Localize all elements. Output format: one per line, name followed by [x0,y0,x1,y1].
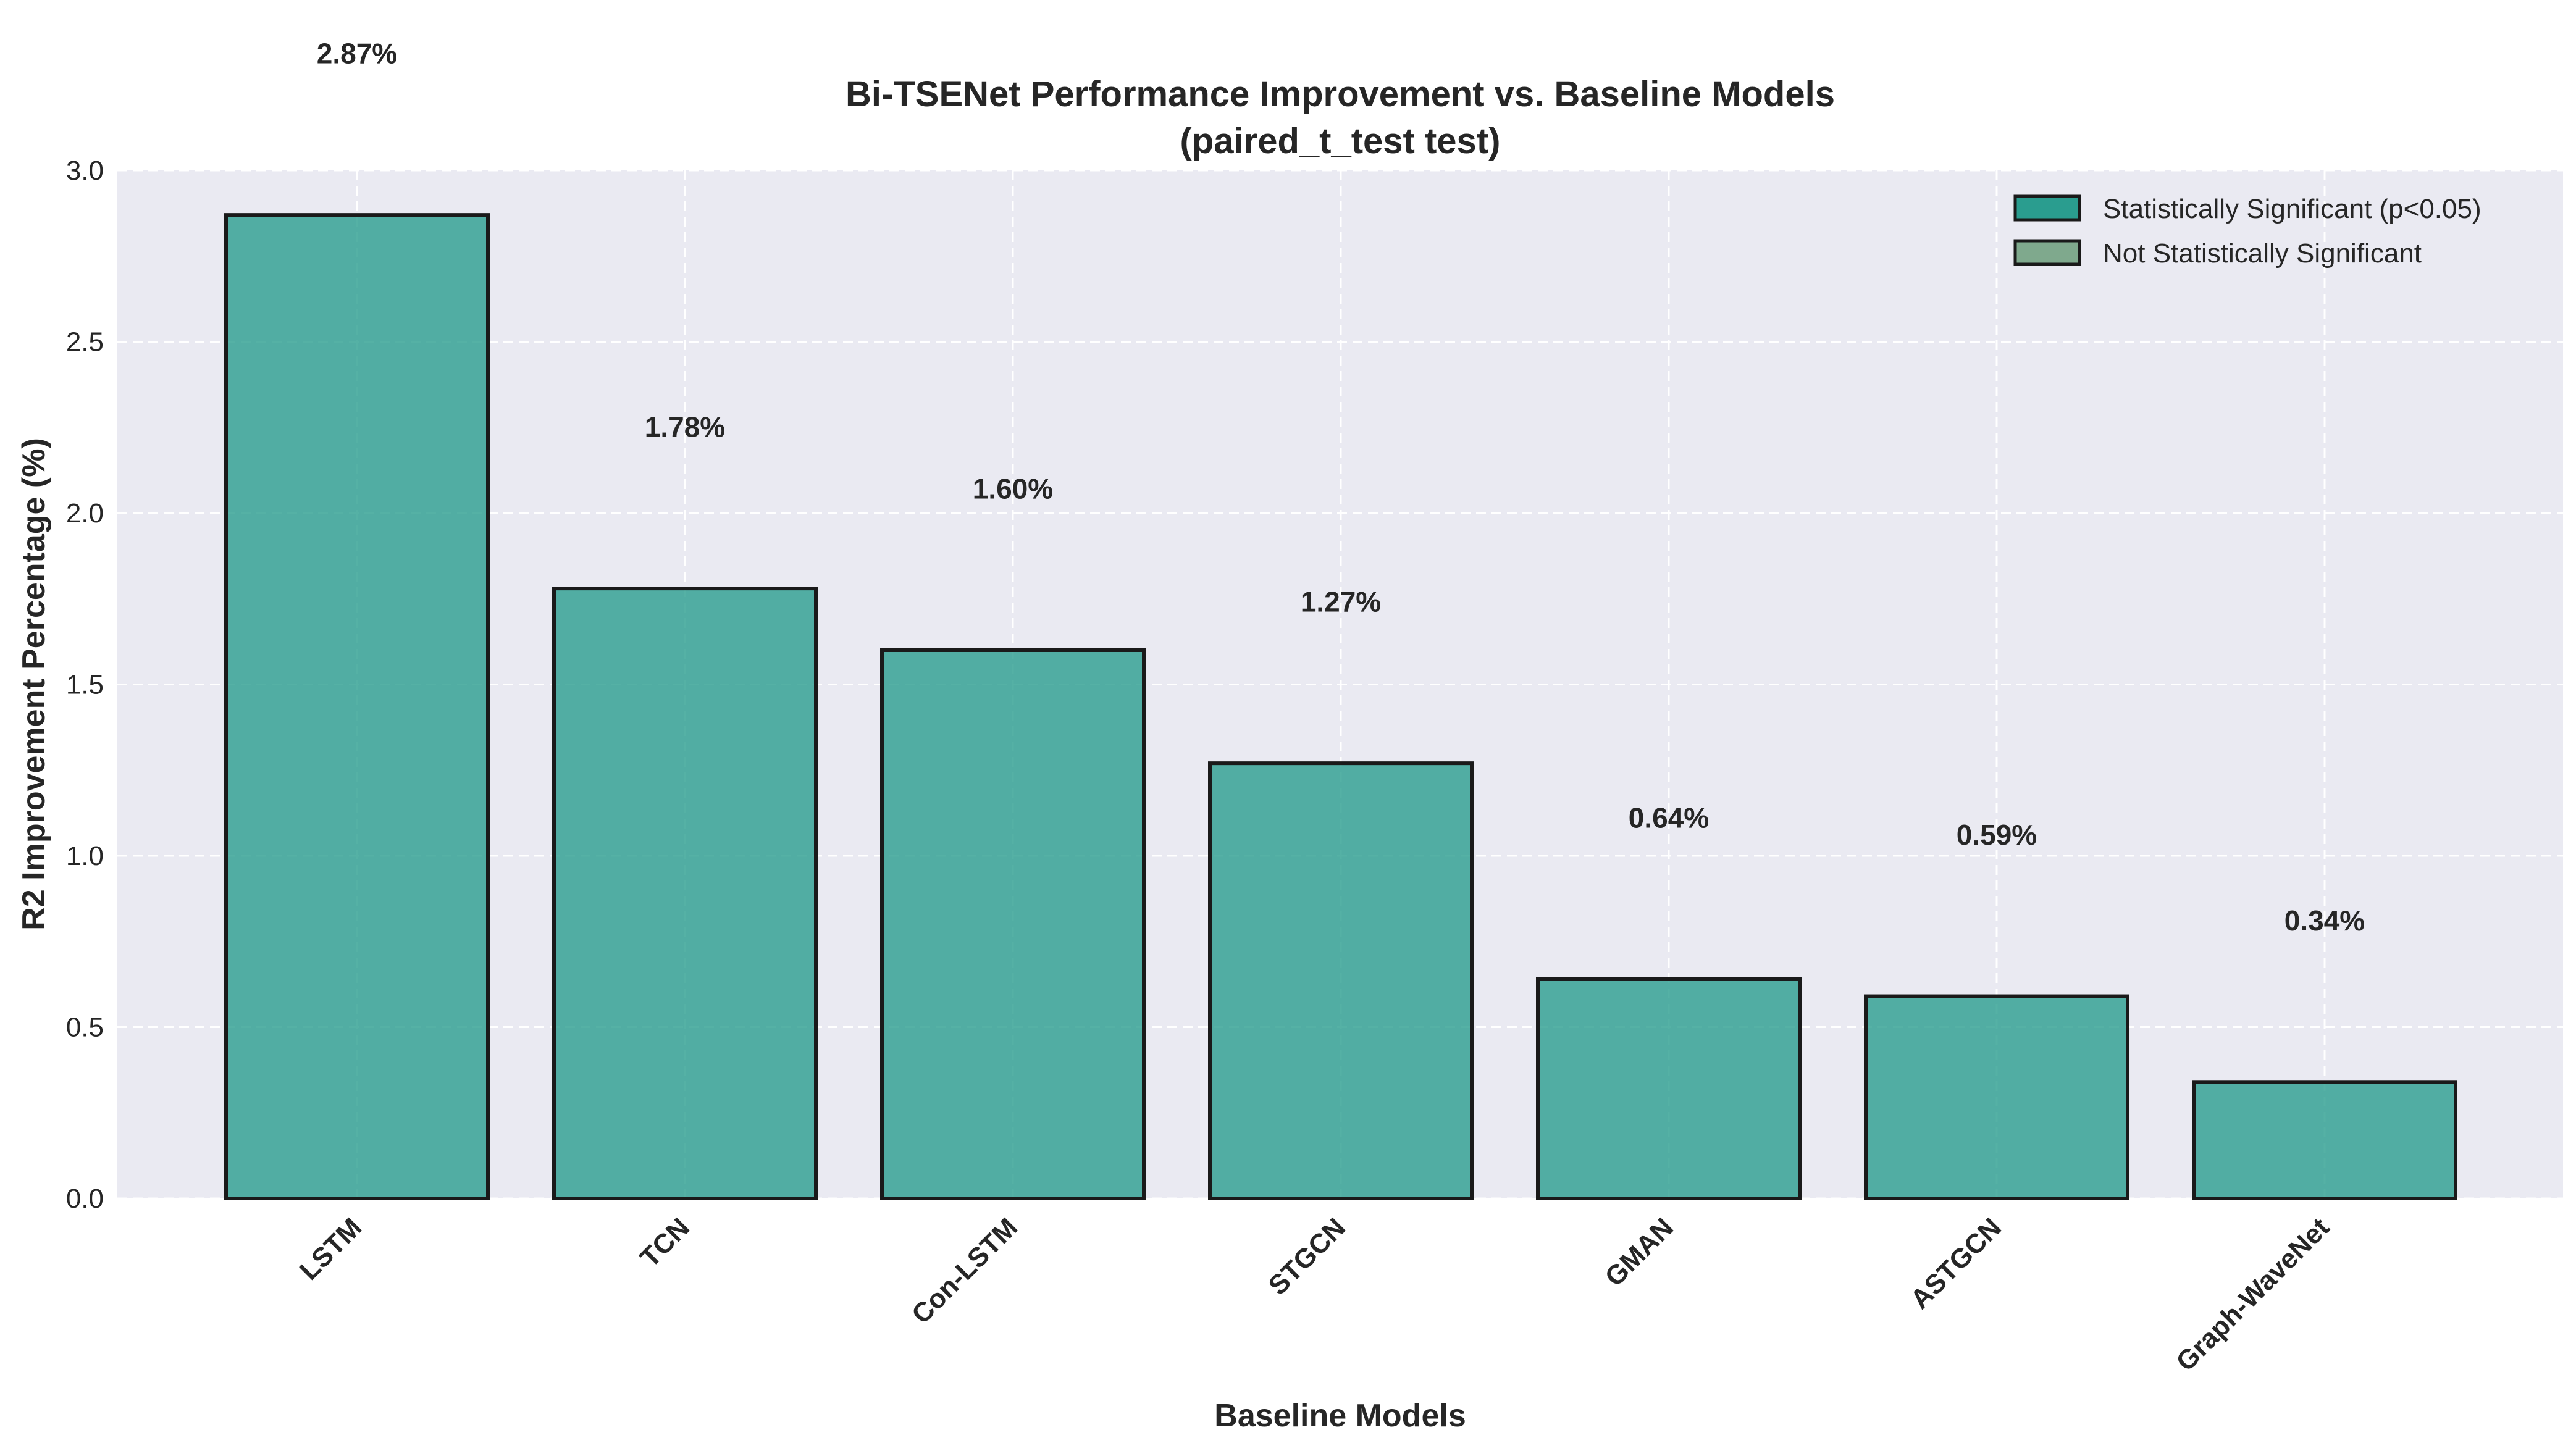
y-tick-label: 0.5 [66,1013,104,1043]
y-tick-label: 2.0 [66,498,104,529]
data-labels: 2.87% 1.78% 1.60% 1.27% 0.64% 0.59% 0.34% [317,38,2365,937]
bars [224,213,2457,1201]
y-tick-labels: 0.0 0.5 1.0 1.5 2.0 2.5 3.0 [66,156,104,1214]
legend: Statistically Significant (p<0.05) Not S… [2013,194,2482,269]
legend-swatch-not-significant [2013,239,2081,266]
bar-astgcn [1864,994,2129,1201]
x-axis-label: Baseline Models [1214,1398,1466,1434]
bar-stgcn [1208,761,1474,1200]
data-label: 0.64% [1629,801,1709,834]
data-label: 1.27% [1301,586,1381,618]
chart-subtitle: (paired_t_test test) [1180,121,1501,161]
y-tick-label: 1.5 [66,670,104,700]
bar-gman [1536,977,1802,1201]
data-label: 2.87% [317,38,397,70]
x-tick-label: Graph-WaveNet [2170,1212,2335,1377]
x-tick-label: GMAN [1599,1212,1679,1292]
bar-con-lstm [880,648,1146,1200]
bar-tcn [552,587,818,1200]
bar-graph-wavenet [2192,1080,2457,1201]
legend-label-not-significant: Not Statistically Significant [2103,238,2422,269]
x-tick-label: STGCN [1263,1212,1352,1301]
x-tick-labels: LSTM TCN Con-LSTM STGCN GMAN ASTGCN Graph-Wave… [294,1212,2336,1377]
chart-title: Bi-TSENet Performance Improvement vs. Ba… [845,74,1835,114]
bar-lstm [224,213,490,1200]
legend-label-significant: Statistically Significant (p<0.05) [2103,194,2482,224]
y-tick-label: 2.5 [66,327,104,358]
legend-swatch-significant [2013,194,2081,222]
x-tick-label: ASTGCN [1905,1212,2007,1315]
data-label: 1.78% [645,411,725,443]
data-label: 0.59% [1957,819,2037,851]
y-tick-label: 1.0 [66,841,104,871]
x-tick-label: Con-LSTM [906,1212,1023,1329]
x-tick-label: LSTM [294,1212,367,1286]
y-tick-label: 3.0 [66,156,104,186]
y-tick-label: 0.0 [66,1184,104,1214]
data-label: 0.34% [2284,905,2365,937]
data-label: 1.60% [973,473,1053,505]
y-axis-label: R2 Improvement Percentage (%) [16,438,52,930]
x-tick-label: TCN [634,1212,695,1273]
